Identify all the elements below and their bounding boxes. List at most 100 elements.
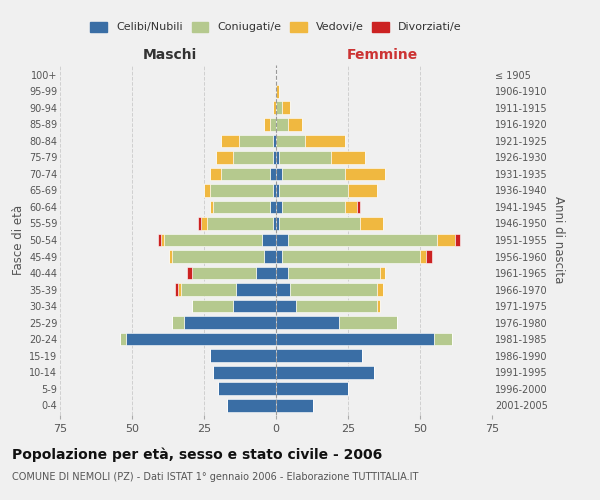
Bar — [276, 200, 282, 213]
Bar — [184, 316, 276, 329]
Bar — [287, 266, 380, 280]
Bar — [161, 234, 164, 246]
Bar — [172, 316, 184, 329]
Bar — [158, 234, 161, 246]
Bar — [434, 332, 452, 345]
Bar — [193, 300, 233, 312]
Bar — [273, 184, 276, 197]
Bar — [273, 134, 276, 147]
Bar — [305, 134, 345, 147]
Bar — [276, 283, 290, 296]
Bar — [164, 234, 262, 246]
Bar — [210, 200, 212, 213]
Bar — [331, 151, 365, 164]
Legend: Celibi/Nubili, Coniugati/e, Vedovi/e, Divorziati/e: Celibi/Nubili, Coniugati/e, Vedovi/e, Di… — [91, 22, 461, 32]
Text: Maschi: Maschi — [142, 48, 197, 62]
Bar — [345, 168, 385, 180]
Bar — [270, 200, 276, 213]
Bar — [233, 300, 276, 312]
Bar — [233, 151, 273, 164]
Bar — [377, 300, 380, 312]
Bar — [276, 134, 305, 147]
Bar — [210, 168, 221, 180]
Bar — [256, 266, 276, 280]
Y-axis label: Fasce di età: Fasce di età — [11, 205, 25, 275]
Bar — [276, 151, 279, 164]
Bar — [221, 168, 270, 180]
Bar — [187, 266, 193, 280]
Bar — [204, 184, 210, 197]
Bar — [215, 151, 233, 164]
Bar — [212, 366, 276, 378]
Bar — [221, 134, 239, 147]
Bar — [207, 217, 273, 230]
Bar — [193, 266, 256, 280]
Bar — [273, 151, 276, 164]
Bar — [276, 168, 282, 180]
Bar — [348, 184, 377, 197]
Bar — [273, 217, 276, 230]
Bar — [359, 217, 383, 230]
Bar — [276, 184, 279, 197]
Bar — [282, 168, 345, 180]
Bar — [276, 316, 340, 329]
Bar — [276, 382, 348, 395]
Bar — [276, 250, 282, 263]
Bar — [212, 200, 270, 213]
Bar — [270, 118, 276, 131]
Bar — [287, 118, 302, 131]
Bar — [276, 332, 434, 345]
Text: Femmine: Femmine — [347, 48, 418, 62]
Bar — [290, 283, 377, 296]
Bar — [282, 200, 345, 213]
Bar — [198, 217, 201, 230]
Bar — [172, 250, 265, 263]
Bar — [201, 217, 207, 230]
Bar — [270, 168, 276, 180]
Bar — [175, 283, 178, 296]
Bar — [276, 266, 287, 280]
Bar — [276, 118, 287, 131]
Bar — [121, 332, 126, 345]
Bar — [279, 151, 331, 164]
Bar — [282, 250, 420, 263]
Bar — [345, 200, 356, 213]
Bar — [276, 102, 282, 114]
Bar — [377, 283, 383, 296]
Bar — [126, 332, 276, 345]
Bar — [178, 283, 181, 296]
Bar — [420, 250, 426, 263]
Bar — [287, 234, 437, 246]
Bar — [276, 398, 313, 411]
Bar — [273, 102, 276, 114]
Bar — [296, 300, 377, 312]
Y-axis label: Anni di nascita: Anni di nascita — [552, 196, 565, 284]
Text: Popolazione per età, sesso e stato civile - 2006: Popolazione per età, sesso e stato civil… — [12, 448, 382, 462]
Bar — [210, 349, 276, 362]
Bar — [236, 283, 276, 296]
Bar — [169, 250, 172, 263]
Bar — [282, 102, 290, 114]
Bar — [181, 283, 236, 296]
Bar — [437, 234, 455, 246]
Bar — [276, 349, 362, 362]
Bar — [276, 366, 374, 378]
Text: COMUNE DI NEMOLI (PZ) - Dati ISTAT 1° gennaio 2006 - Elaborazione TUTTITALIA.IT: COMUNE DI NEMOLI (PZ) - Dati ISTAT 1° ge… — [12, 472, 418, 482]
Bar — [218, 382, 276, 395]
Bar — [239, 134, 273, 147]
Bar — [455, 234, 460, 246]
Bar — [210, 184, 273, 197]
Bar — [227, 398, 276, 411]
Bar — [276, 234, 287, 246]
Bar — [276, 85, 279, 98]
Bar — [276, 217, 279, 230]
Bar — [262, 234, 276, 246]
Bar — [356, 200, 359, 213]
Bar — [380, 266, 385, 280]
Bar — [276, 300, 296, 312]
Bar — [279, 217, 359, 230]
Bar — [279, 184, 348, 197]
Bar — [426, 250, 431, 263]
Bar — [265, 118, 270, 131]
Bar — [265, 250, 276, 263]
